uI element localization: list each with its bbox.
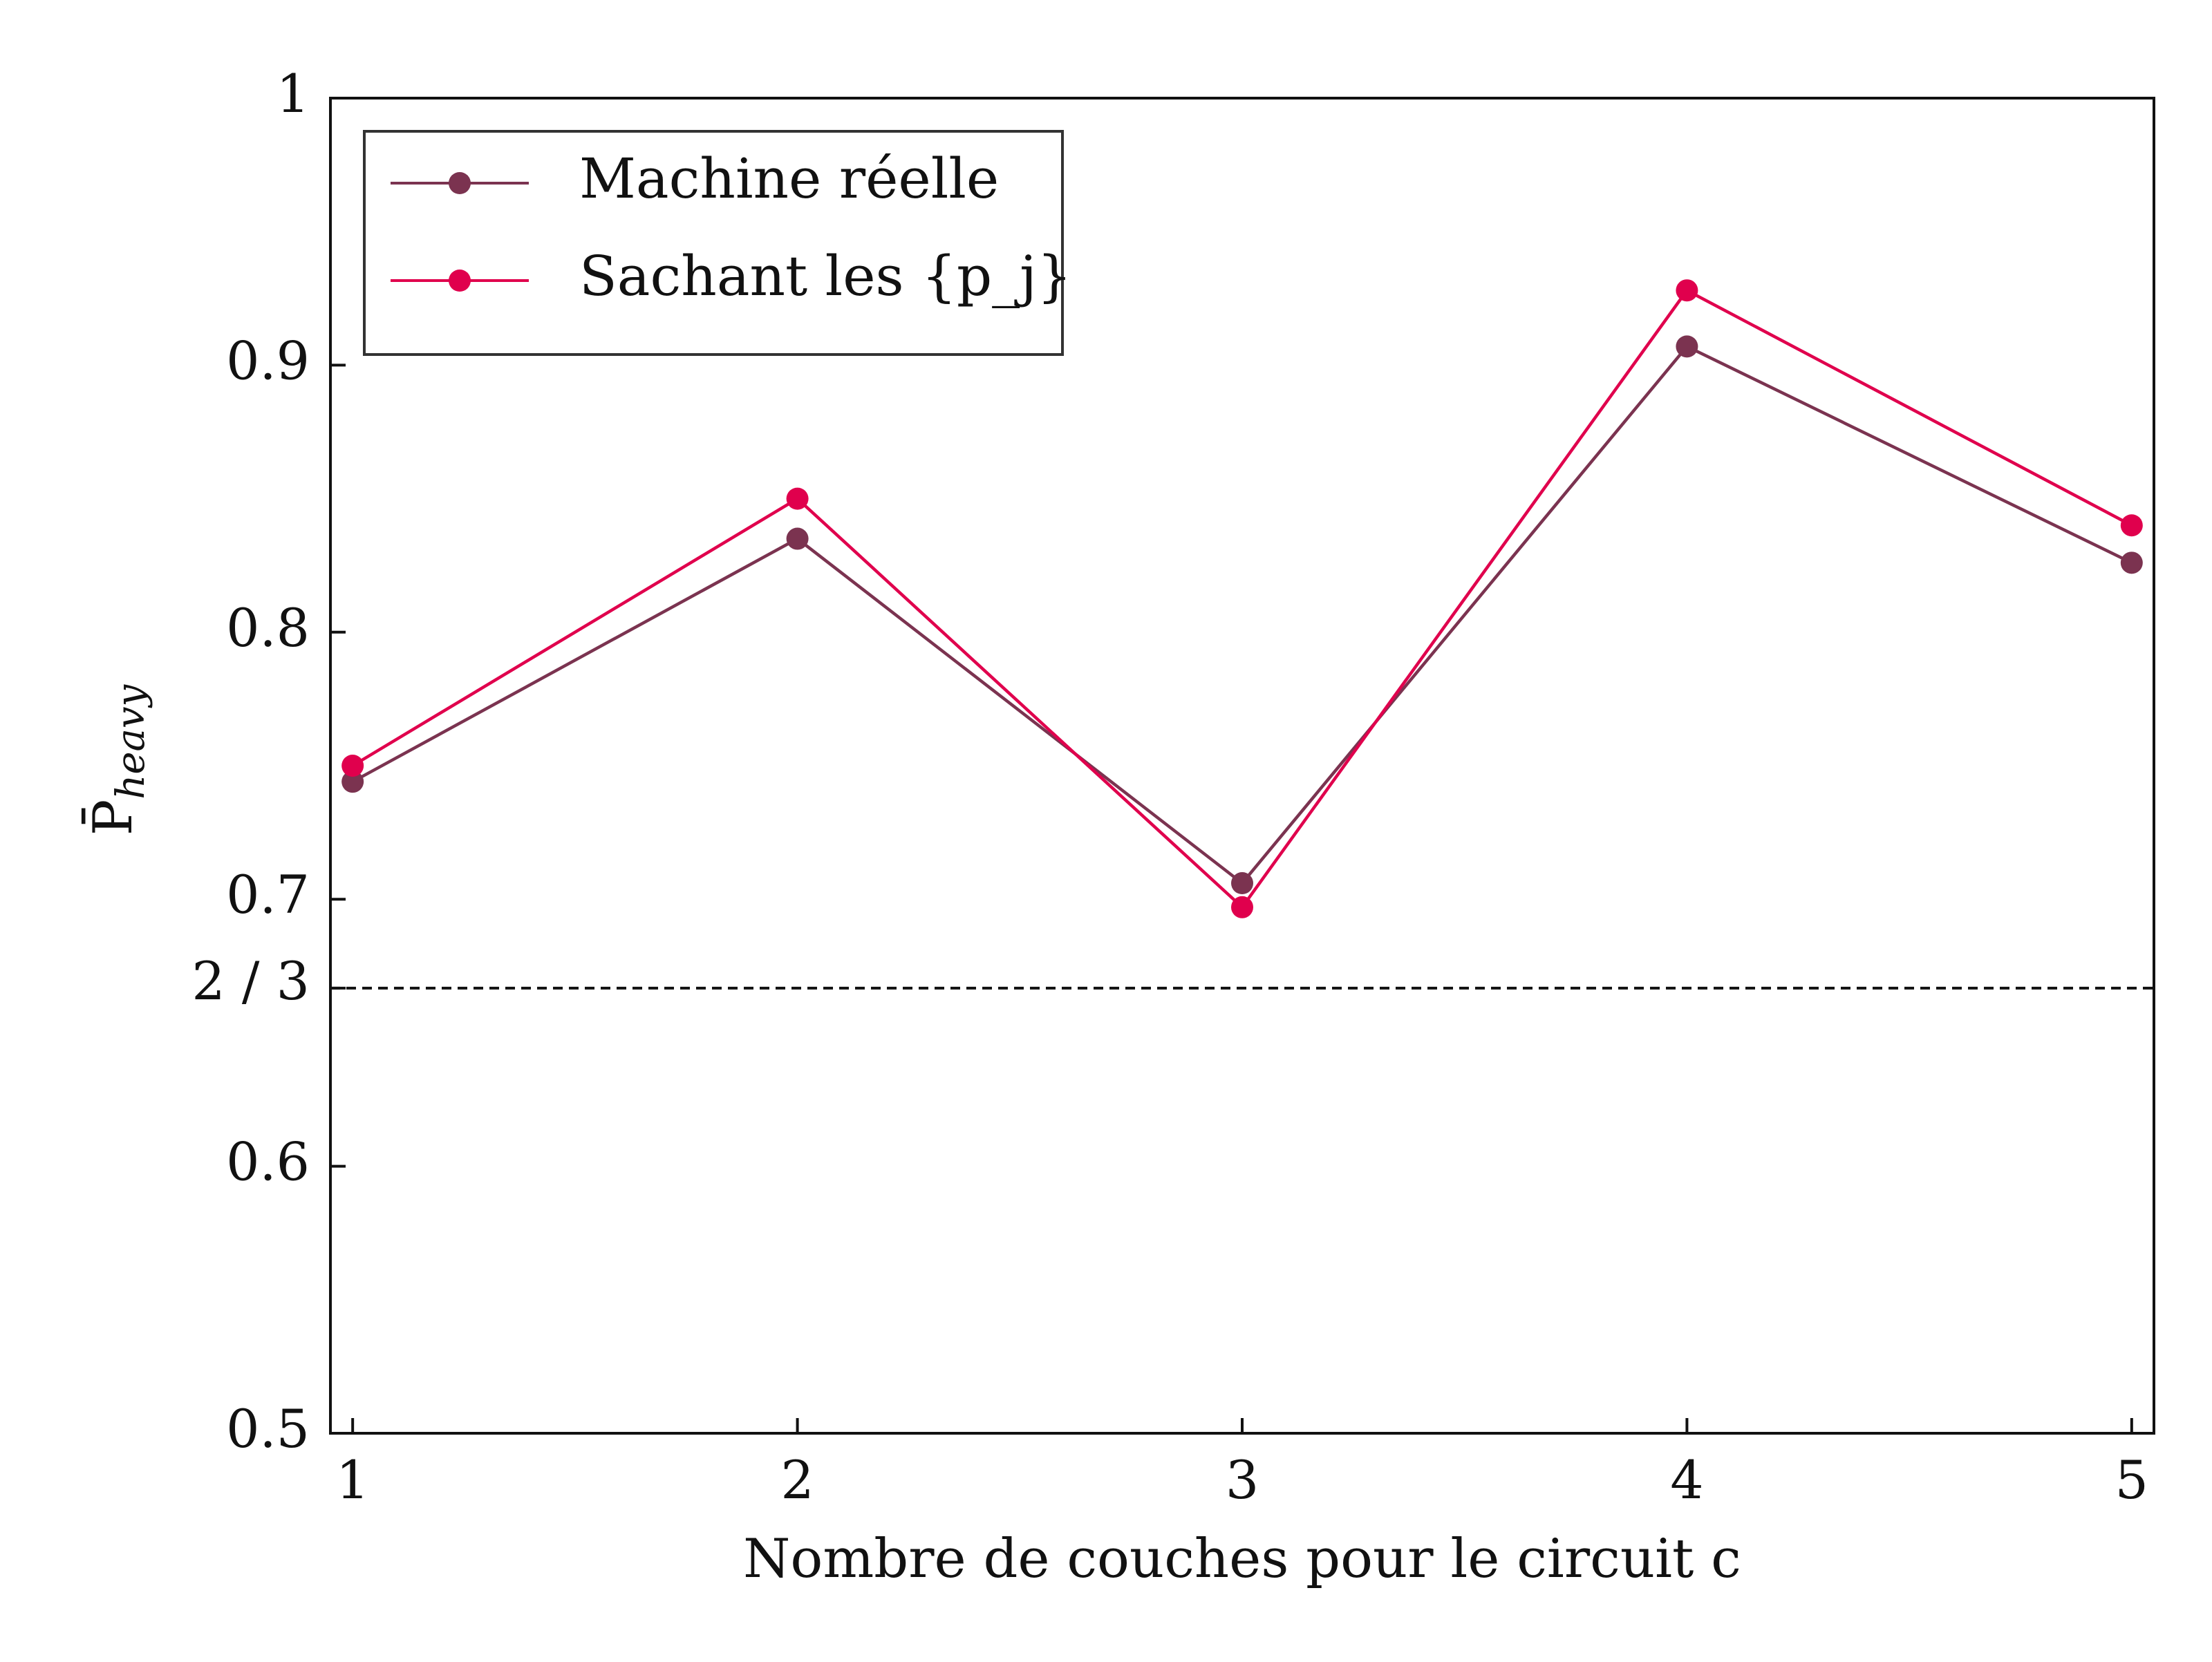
svg-text:P̄heavy: P̄heavy [81, 683, 153, 835]
x-tick-label: 2 [780, 1449, 814, 1511]
legend-marker-sachant [449, 270, 471, 292]
y-tick-label: 0.6 [226, 1131, 310, 1193]
legend-box [363, 130, 1064, 356]
x-tick-label: 5 [2115, 1449, 2148, 1511]
y-axis-label-main: P̄ [81, 800, 144, 835]
series-line-1 [352, 345, 2133, 885]
data-point [2120, 551, 2143, 574]
y-axis-label-sub: heavy [109, 683, 153, 799]
y-tick-label: 0.5 [226, 1398, 310, 1460]
data-point [341, 755, 364, 777]
x-axis-label: Nombre de couches pour le circuit c [743, 1528, 1741, 1590]
ref-line-label: 2 / 3 [191, 950, 310, 1012]
data-point [1231, 896, 1253, 918]
data-point [1231, 872, 1253, 895]
legend-label-sachant: Sachant les {p_j} [579, 244, 1072, 308]
data-point [786, 527, 809, 550]
y-axis-label: P̄heavy [81, 683, 153, 835]
x-tick-label: 3 [1226, 1449, 1259, 1511]
x-tick-label: 4 [1670, 1449, 1703, 1511]
marks-layer [330, 279, 2154, 990]
data-point [1676, 335, 1698, 358]
y-tick-label: 0.9 [226, 330, 310, 391]
y-tick-label: 0.8 [226, 597, 310, 659]
data-point [786, 487, 809, 510]
data-point [1676, 279, 1698, 302]
x-tick-label: 1 [336, 1449, 369, 1511]
legend-marker-machine [449, 172, 471, 194]
y-tick-label: 0.7 [226, 864, 310, 925]
data-point [341, 771, 364, 793]
legend: Machine réelle Sachant les {p_j} [363, 130, 1072, 356]
legend-label-machine: Machine réelle [579, 147, 999, 211]
data-point [2120, 514, 2143, 537]
ticks-layer: 0.5 0.6 0.7 0.8 0.9 1 1 2 3 4 5 [226, 63, 2148, 1511]
y-tick-label: 1 [276, 63, 310, 124]
series-line-2 [352, 288, 2133, 909]
